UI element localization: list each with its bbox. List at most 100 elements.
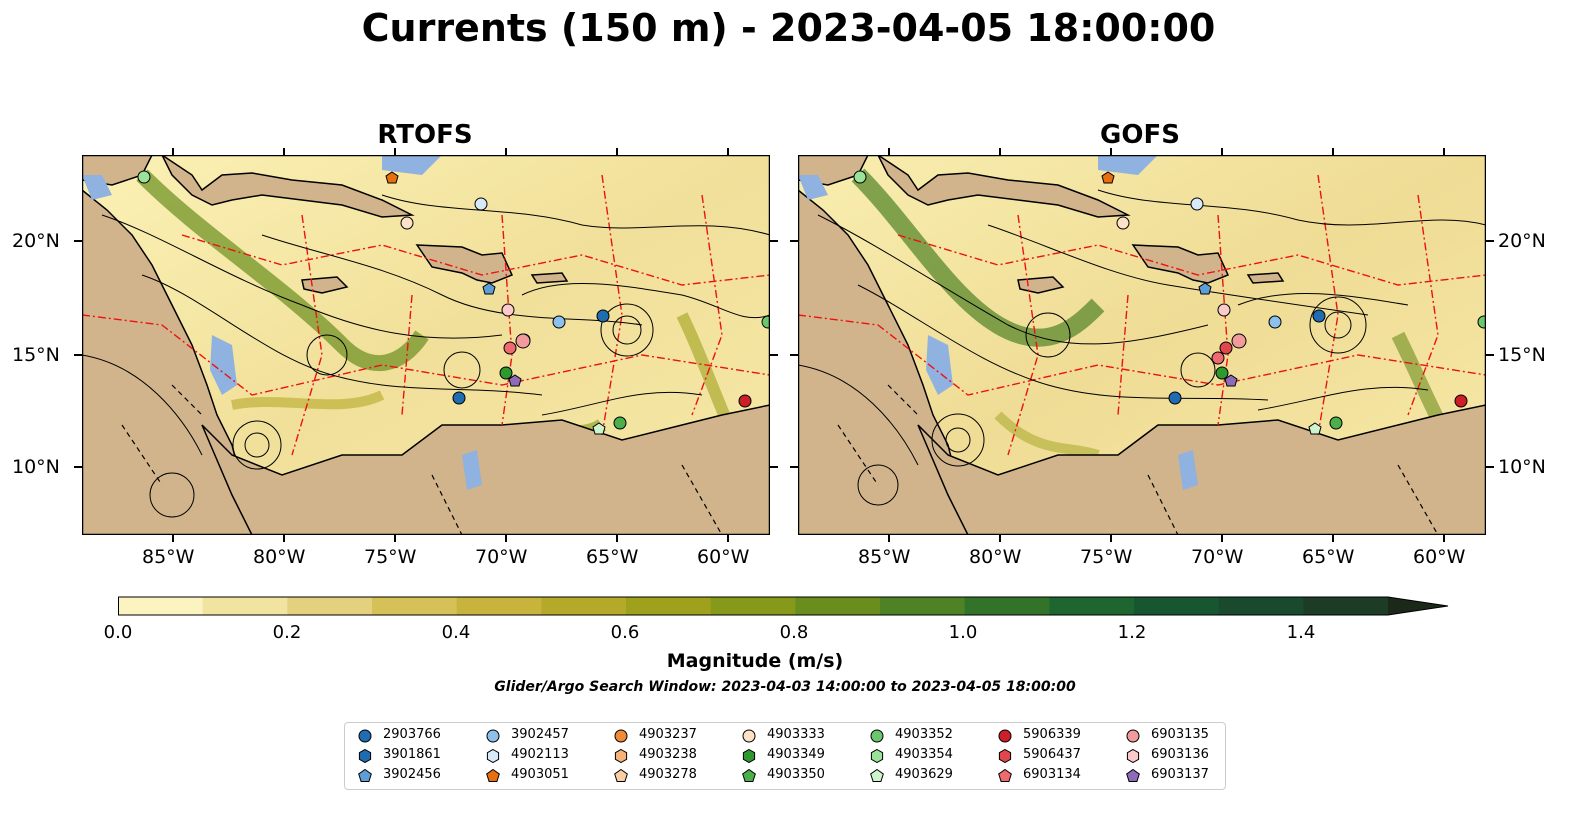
- legend-label: 4903354: [895, 747, 953, 762]
- shallow-water: [82, 175, 112, 200]
- float-legend: 2903766 3901861 3902456 3902457 4902113 49030…: [344, 722, 1226, 790]
- legend-label: 4903051: [511, 767, 569, 782]
- legend-label: 6903134: [1023, 767, 1081, 782]
- eez-boundary: [798, 174, 1486, 456]
- circle-marker-icon: [998, 729, 1012, 743]
- lon-label: 65°W: [586, 546, 639, 568]
- land-puerto-rico: [1246, 272, 1285, 284]
- legend-label: 4903349: [767, 747, 825, 762]
- circle-marker-icon: [742, 729, 756, 743]
- current-band: [136, 169, 429, 371]
- colorbar-segment: [1134, 597, 1220, 615]
- colorbar-segment: [541, 597, 627, 615]
- shallow-water: [210, 335, 237, 395]
- colorbar-segment: [1049, 597, 1135, 615]
- lon-label: 75°W: [364, 546, 417, 568]
- colorbar-segment: [626, 597, 712, 615]
- colorbar-tick: 0.6: [610, 622, 640, 643]
- lon-label: 85°W: [858, 546, 911, 568]
- colorbar-outline: [118, 596, 1449, 616]
- legend-label: 4903350: [767, 767, 825, 782]
- current-band: [851, 168, 1105, 347]
- pentagon-marker-icon: [870, 768, 884, 782]
- legend-label: 2903766: [383, 727, 441, 742]
- lat-label: 20°N: [1498, 230, 1546, 252]
- land-south-america: [201, 404, 770, 535]
- land-jamaica: [1017, 276, 1065, 294]
- colorbar-tick: 1.2: [1117, 622, 1147, 643]
- legend-label: 4903278: [639, 767, 697, 782]
- legend-label: 4903352: [895, 727, 953, 742]
- lon-label: 60°W: [697, 546, 750, 568]
- lon-label: 80°W: [253, 546, 306, 568]
- hexagon-marker-icon: [1126, 748, 1140, 764]
- axis-ticks-right: [790, 148, 1494, 542]
- lat-label: 10°N: [1498, 456, 1546, 478]
- colorbar-tick: 1.4: [1286, 622, 1316, 643]
- colorbar-segment: [880, 597, 966, 615]
- legend-label: 4903629: [895, 767, 953, 782]
- shallow-water: [1178, 450, 1198, 490]
- circle-marker-icon: [358, 729, 372, 743]
- legend-label: 3902456: [383, 767, 441, 782]
- lon-label: 85°W: [142, 546, 195, 568]
- colorbar-tick: 1.0: [948, 622, 978, 643]
- lon-label: 80°W: [969, 546, 1022, 568]
- float-markers: [137, 170, 770, 435]
- colorbar: [118, 596, 1449, 616]
- panel-title-rtofs: RTOFS: [377, 120, 473, 150]
- legend-label: 3902457: [511, 727, 569, 742]
- colorbar-segment: [202, 597, 288, 615]
- float-markers: [853, 170, 1486, 435]
- colorbar-extend-arrow: [1388, 597, 1448, 615]
- legend-label: 4902113: [511, 747, 569, 762]
- streamlines: [82, 194, 770, 518]
- colorbar-segment: [118, 597, 204, 615]
- lat-label: 10°N: [12, 456, 60, 478]
- legend-label: 6903137: [1151, 767, 1209, 782]
- current-band: [994, 411, 1100, 460]
- colorbar-segment: [1303, 597, 1389, 615]
- country-border: [121, 384, 723, 535]
- land-south-america: [917, 404, 1486, 535]
- hexagon-marker-icon: [486, 748, 500, 764]
- hexagon-marker-icon: [358, 748, 372, 764]
- lat-label: 20°N: [12, 230, 60, 252]
- legend-label: 5906437: [1023, 747, 1081, 762]
- lon-label: 65°W: [1302, 546, 1355, 568]
- map-frame: [82, 155, 770, 535]
- land-cuba: [161, 155, 415, 218]
- shallow-water: [462, 450, 482, 490]
- colorbar-tick: 0.8: [779, 622, 809, 643]
- legend-label: 6903135: [1151, 727, 1209, 742]
- hexagon-marker-icon: [998, 748, 1012, 764]
- land-puerto-rico: [530, 272, 569, 284]
- land-hispaniola: [1131, 244, 1230, 284]
- colorbar-segment: [1218, 597, 1304, 615]
- legend-label: 5906339: [1023, 727, 1081, 742]
- circle-marker-icon: [486, 729, 500, 743]
- shallow-water: [382, 155, 442, 175]
- colorbar-segment: [964, 597, 1050, 615]
- colorbar-segment: [287, 597, 373, 615]
- hexagon-marker-icon: [870, 748, 884, 764]
- pentagon-marker-icon: [614, 768, 628, 782]
- pentagon-marker-icon: [486, 768, 500, 782]
- lon-label: 70°W: [475, 546, 528, 568]
- map-frame: [798, 155, 1486, 535]
- legend-label: 4903237: [639, 727, 697, 742]
- hexagon-marker-icon: [742, 748, 756, 764]
- land-jamaica: [301, 276, 349, 294]
- legend-label: 3901861: [383, 747, 441, 762]
- axis-ticks-left: [74, 148, 778, 542]
- pentagon-marker-icon: [742, 768, 756, 782]
- map-rtofs: [82, 155, 770, 535]
- lon-label: 75°W: [1080, 546, 1133, 568]
- map-gofs: [798, 155, 1486, 535]
- circle-marker-icon: [1126, 729, 1140, 743]
- current-band: [231, 390, 385, 410]
- colorbar-segment: [795, 597, 881, 615]
- circle-marker-icon: [614, 729, 628, 743]
- panel-title-gofs: GOFS: [1100, 120, 1180, 150]
- figure-title: Currents (150 m) - 2023-04-05 18:00:00: [361, 6, 1216, 50]
